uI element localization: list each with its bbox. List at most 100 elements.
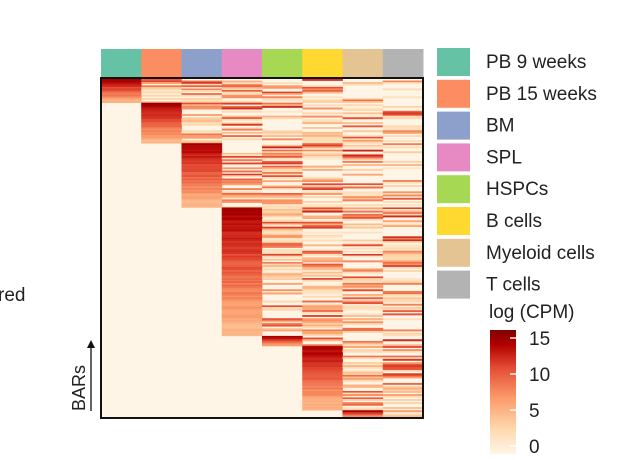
heat-cell [302, 271, 343, 274]
heat-cell [181, 118, 223, 121]
heat-cell [382, 265, 424, 268]
legend-label-pb-9-weeks: PB 9 weeks [486, 52, 586, 73]
heat-cell [262, 144, 303, 147]
heat-cell [141, 136, 182, 139]
heat-cell [262, 160, 303, 163]
heat-cell [141, 86, 182, 89]
heat-cell [262, 133, 303, 136]
heat-cell [302, 339, 343, 342]
legend-label-bm: BM [486, 116, 515, 137]
heat-cell [221, 279, 263, 282]
legend-swatch-myeloid-cells [437, 238, 470, 267]
heat-cell [342, 390, 384, 393]
heat-cell [262, 170, 303, 173]
heat-cell [262, 201, 303, 203]
heat-cell [302, 231, 343, 234]
heat-cell [221, 131, 263, 134]
heat-cell [221, 221, 263, 224]
heat-cell [382, 151, 424, 154]
legend-swatch-spl [437, 143, 470, 172]
heat-cell [302, 287, 343, 290]
heat-cell [262, 327, 303, 330]
heat-cell [342, 287, 384, 290]
heat-cell [382, 257, 424, 260]
heat-cell [221, 157, 263, 160]
heat-cell [181, 80, 223, 83]
heat-cell [141, 104, 182, 107]
heat-cell [262, 236, 303, 239]
heat-cell [342, 366, 384, 369]
heat-cell [141, 130, 182, 133]
heat-cell [181, 93, 223, 96]
heat-cell [221, 102, 263, 105]
heat-cell [302, 381, 343, 384]
heat-cell [141, 88, 182, 91]
heat-cell [141, 80, 182, 83]
heat-cell [342, 392, 384, 395]
heatmap-frame [100, 77, 424, 419]
heat-cell [342, 184, 384, 187]
heat-cell [221, 332, 263, 335]
heat-cell [302, 253, 343, 256]
heat-cell [262, 162, 303, 165]
heat-cell [181, 178, 223, 181]
heat-cell [181, 148, 223, 150]
heat-cell [302, 373, 343, 376]
heat-cell [382, 357, 424, 360]
heat-cell [382, 395, 424, 398]
heat-cell [382, 105, 424, 108]
heat-cell [262, 237, 303, 240]
heat-cell [181, 90, 223, 92]
heat-cell [141, 120, 182, 123]
heat-cell [262, 344, 303, 347]
heat-cell [342, 204, 384, 207]
heat-cell [302, 284, 343, 287]
heat-cell [221, 237, 263, 240]
y-axis-label: BARs [69, 365, 89, 411]
heat-cell [342, 282, 384, 285]
heat-cell [302, 400, 343, 403]
heat-cell [221, 85, 263, 88]
heat-cell [262, 255, 303, 258]
heat-cell [181, 130, 223, 133]
heat-cell [221, 236, 263, 239]
heat-cell [302, 244, 343, 247]
heat-cell [181, 165, 223, 168]
column-swatch-b-cells [302, 49, 343, 77]
heat-cell [382, 239, 424, 242]
heat-cell [342, 197, 384, 200]
heat-cell [302, 196, 343, 199]
heat-cell [302, 349, 343, 352]
heat-cell [221, 258, 263, 261]
heat-cell [382, 263, 424, 266]
heat-cell [382, 244, 424, 247]
heat-cell [262, 239, 303, 242]
heat-cell [342, 130, 384, 133]
heat-cell [302, 191, 343, 194]
heat-cell [221, 313, 263, 316]
heat-cell [141, 102, 182, 105]
heat-cell [181, 151, 223, 154]
heat-cell [382, 160, 424, 163]
heat-cell [382, 410, 424, 413]
heat-cell [302, 397, 343, 400]
heat-cell [181, 120, 223, 123]
heat-cell [302, 220, 343, 223]
heat-cell [382, 407, 424, 409]
heat-cell [141, 115, 182, 118]
heat-cell [262, 97, 303, 100]
heat-cell [181, 186, 223, 189]
heat-cell [221, 289, 263, 292]
heat-cell [262, 138, 303, 141]
heat-cell [181, 122, 223, 125]
heat-cell [141, 118, 182, 121]
heat-cell [302, 252, 343, 255]
heat-cell [342, 344, 384, 347]
heat-cell [262, 321, 303, 324]
heat-cell [382, 376, 424, 379]
heat-cell [181, 105, 223, 108]
heat-cell [342, 410, 384, 413]
heat-cell [382, 350, 424, 353]
heat-cell [262, 271, 303, 274]
heat-cell [262, 339, 303, 342]
